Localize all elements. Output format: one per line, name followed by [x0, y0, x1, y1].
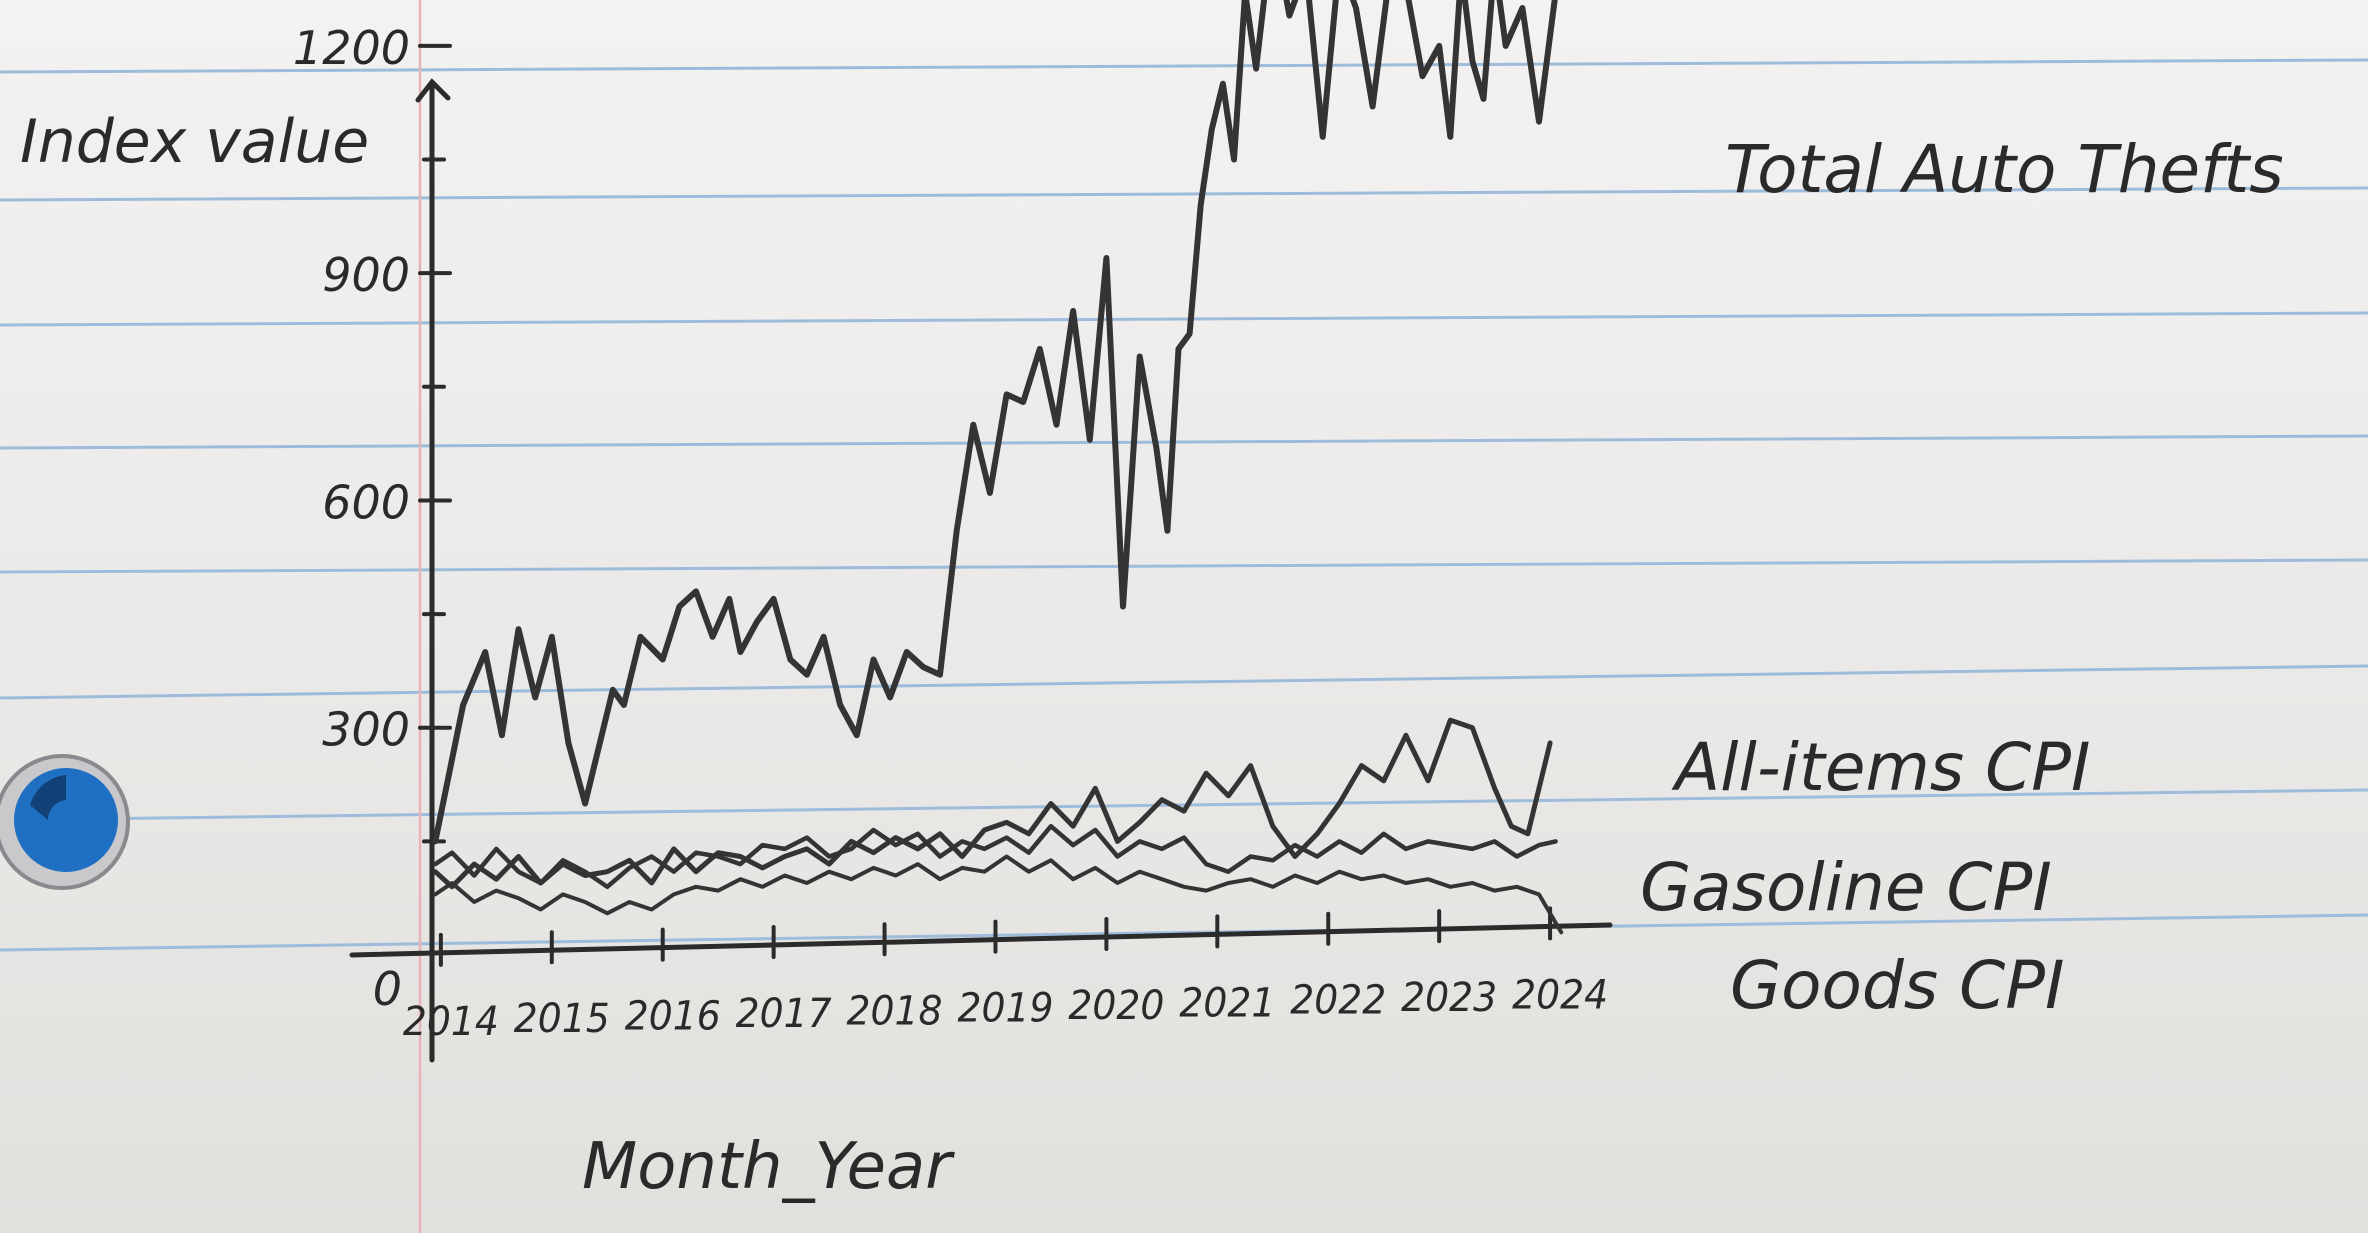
series-line-all-items-cpi: [432, 717, 1553, 890]
x-tick-label: 2021: [1179, 980, 1275, 1026]
series-line-gasoline-cpi: [433, 823, 1558, 890]
series-label-goods-cpi: Goods CPI: [1730, 947, 2065, 1024]
rule-line: [0, 434, 2368, 450]
x-tick-label: 2019: [957, 986, 1053, 1032]
series-layer: [432, 0, 1564, 935]
y-axis-label-line1: Index value: [20, 107, 369, 177]
x-tick-label: 2024: [1512, 972, 1608, 1018]
rule-line: [0, 311, 2368, 327]
series-labels: Total Auto Thefts All-items CPI Gasoline C…: [1640, 131, 2284, 1024]
series-line-total-auto-thefts: [432, 0, 1558, 845]
series-label-gasoline-cpi: Gasoline CPI: [1640, 849, 2052, 926]
y-tick-label: 900: [322, 248, 410, 302]
series-label-all-items-cpi: All-items CPI: [1671, 729, 2090, 806]
rule-line: [0, 58, 2368, 74]
x-tick-label: 2017: [736, 991, 833, 1037]
y-tick-label: 0: [373, 962, 402, 1016]
x-tick-label: 2023: [1401, 975, 1497, 1021]
series-line-goods-cpi: [433, 854, 1564, 935]
x-axis: [349, 922, 1613, 958]
rule-line: [0, 664, 2368, 700]
y-tick-label: 300: [322, 703, 410, 757]
x-tick-label: 2020: [1068, 983, 1164, 1029]
y-axis: [415, 78, 451, 1063]
x-tick-label: 2015: [514, 996, 610, 1042]
x-tick-label: 2016: [625, 994, 721, 1040]
binder-hole: [0, 754, 130, 890]
x-axis-label: Month_Year: [582, 1130, 955, 1204]
y-tick-label: 1200: [293, 21, 410, 75]
rule-line: [0, 558, 2368, 574]
rule-line: [0, 913, 2368, 952]
x-tick-label: 2018: [847, 988, 943, 1034]
x-tick-label: 2014: [403, 999, 499, 1045]
ticks: [418, 43, 1553, 967]
y-tick-label: 600: [322, 475, 410, 529]
x-tick-label: 2022: [1290, 978, 1386, 1024]
rule-line: [0, 186, 2368, 202]
rule-line: [0, 788, 2368, 822]
axes: [349, 78, 1613, 1063]
series-label-total-auto-thefts: Total Auto Thefts: [1725, 131, 2284, 208]
